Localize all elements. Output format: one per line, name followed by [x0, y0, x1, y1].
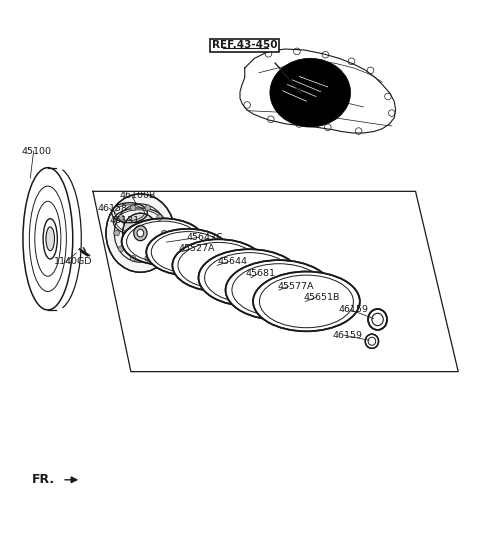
Ellipse shape — [146, 229, 229, 275]
Ellipse shape — [270, 58, 350, 127]
Text: FR.: FR. — [32, 473, 55, 486]
Circle shape — [156, 215, 162, 220]
Ellipse shape — [106, 194, 175, 272]
Circle shape — [119, 215, 124, 220]
Ellipse shape — [253, 271, 360, 331]
Circle shape — [156, 246, 162, 251]
Text: 46100B: 46100B — [120, 190, 156, 200]
Text: REF.43-450: REF.43-450 — [212, 40, 277, 50]
Text: 1140GD: 1140GD — [54, 257, 93, 266]
Ellipse shape — [46, 227, 55, 251]
Text: 45577A: 45577A — [277, 282, 313, 290]
Ellipse shape — [137, 230, 144, 237]
Ellipse shape — [226, 260, 332, 320]
Text: 45644: 45644 — [217, 257, 247, 266]
Text: 46159: 46159 — [332, 331, 362, 339]
Text: 45643C: 45643C — [187, 233, 224, 242]
Ellipse shape — [368, 309, 387, 330]
Circle shape — [130, 205, 136, 211]
Circle shape — [114, 230, 120, 236]
Ellipse shape — [121, 218, 204, 265]
Text: 46131: 46131 — [109, 217, 139, 225]
Ellipse shape — [172, 239, 265, 292]
Text: 46159: 46159 — [339, 305, 369, 314]
Circle shape — [119, 246, 124, 251]
Text: 46158: 46158 — [97, 204, 128, 213]
Ellipse shape — [199, 249, 300, 306]
Circle shape — [130, 256, 136, 261]
Text: 45100: 45100 — [22, 146, 52, 156]
Ellipse shape — [134, 226, 147, 240]
Text: 45651B: 45651B — [303, 293, 340, 302]
Text: 45527A: 45527A — [179, 244, 215, 254]
Ellipse shape — [122, 213, 158, 253]
Circle shape — [145, 256, 151, 261]
Ellipse shape — [365, 334, 379, 348]
Circle shape — [145, 205, 151, 211]
Text: 45681: 45681 — [246, 269, 276, 279]
Circle shape — [161, 230, 167, 236]
